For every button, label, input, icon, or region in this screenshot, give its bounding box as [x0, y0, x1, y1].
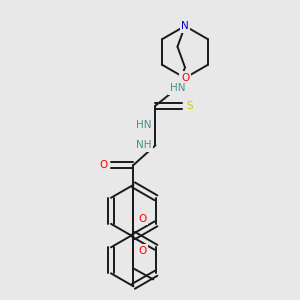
Text: NH: NH	[136, 140, 151, 150]
Text: O: O	[99, 160, 108, 170]
Text: S: S	[187, 100, 193, 111]
Text: HN: HN	[170, 83, 185, 93]
Text: O: O	[181, 73, 189, 83]
Text: O: O	[138, 214, 147, 224]
Text: N: N	[181, 21, 189, 31]
Text: HN: HN	[136, 120, 151, 130]
Text: O: O	[138, 246, 147, 256]
